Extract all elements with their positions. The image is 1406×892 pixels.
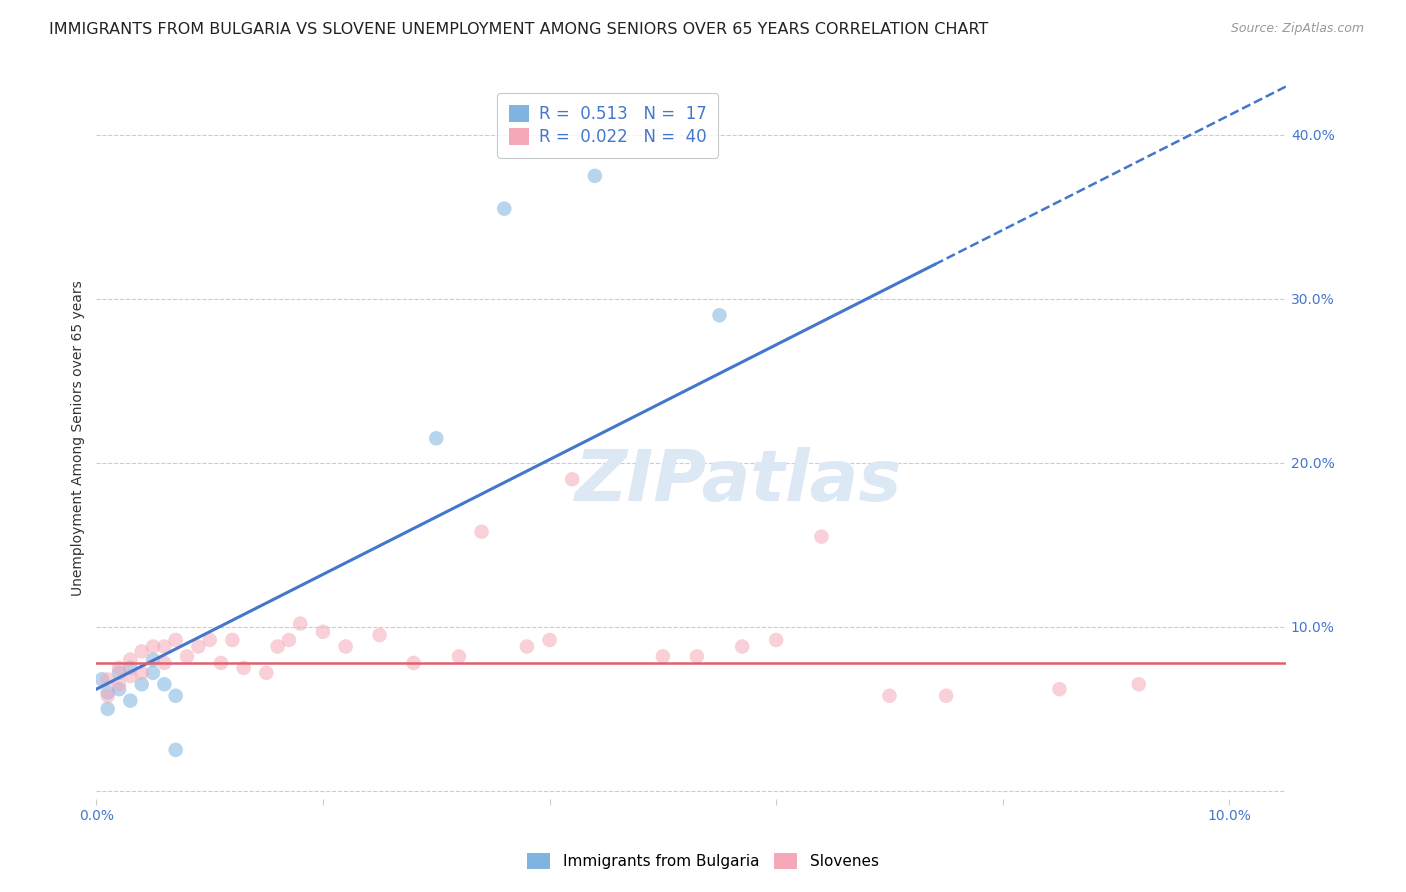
Point: [686, 649, 709, 664]
Point: [209, 656, 232, 670]
Point: [254, 665, 277, 680]
Point: [97, 689, 120, 703]
Point: [97, 673, 120, 687]
Point: [153, 677, 176, 691]
Point: [709, 308, 731, 322]
Point: [153, 640, 176, 654]
Text: ZIPatlas: ZIPatlas: [575, 447, 903, 516]
Point: [165, 689, 187, 703]
Point: [131, 644, 153, 658]
Point: [120, 693, 142, 707]
Point: [142, 665, 165, 680]
Point: [153, 656, 176, 670]
Point: [176, 649, 198, 664]
Point: [583, 169, 606, 183]
Point: [651, 649, 673, 664]
Point: [120, 653, 142, 667]
Point: [221, 632, 243, 647]
Point: [97, 685, 120, 699]
Point: [142, 653, 165, 667]
Point: [165, 743, 187, 757]
Point: [108, 682, 131, 697]
Point: [731, 640, 754, 654]
Point: [131, 677, 153, 691]
Point: [471, 524, 494, 539]
Point: [108, 665, 131, 680]
Point: [447, 649, 470, 664]
Point: [879, 689, 901, 703]
Point: [538, 632, 561, 647]
Point: [810, 530, 832, 544]
Point: [935, 689, 957, 703]
Point: [290, 616, 312, 631]
Point: [187, 640, 209, 654]
Point: [312, 624, 335, 639]
Text: IMMIGRANTS FROM BULGARIA VS SLOVENE UNEMPLOYMENT AMONG SENIORS OVER 65 YEARS COR: IMMIGRANTS FROM BULGARIA VS SLOVENE UNEM…: [49, 22, 988, 37]
Point: [494, 202, 516, 216]
Point: [561, 472, 583, 486]
Point: [131, 665, 153, 680]
Point: [425, 431, 447, 445]
Point: [1128, 677, 1150, 691]
Point: [108, 677, 131, 691]
Y-axis label: Unemployment Among Seniors over 65 years: Unemployment Among Seniors over 65 years: [72, 280, 86, 596]
Point: [516, 640, 538, 654]
Point: [402, 656, 425, 670]
Point: [335, 640, 357, 654]
Point: [91, 673, 114, 687]
Point: [198, 632, 221, 647]
Point: [278, 632, 301, 647]
Text: Source: ZipAtlas.com: Source: ZipAtlas.com: [1230, 22, 1364, 36]
Legend: R =  0.513   N =  17, R =  0.022   N =  40: R = 0.513 N = 17, R = 0.022 N = 40: [498, 93, 718, 158]
Legend: Immigrants from Bulgaria, Slovenes: Immigrants from Bulgaria, Slovenes: [522, 847, 884, 875]
Point: [1047, 682, 1070, 697]
Point: [97, 702, 120, 716]
Point: [765, 632, 787, 647]
Point: [120, 669, 142, 683]
Point: [266, 640, 288, 654]
Point: [142, 640, 165, 654]
Point: [165, 632, 187, 647]
Point: [108, 661, 131, 675]
Point: [232, 661, 254, 675]
Point: [368, 628, 391, 642]
Point: [120, 661, 142, 675]
